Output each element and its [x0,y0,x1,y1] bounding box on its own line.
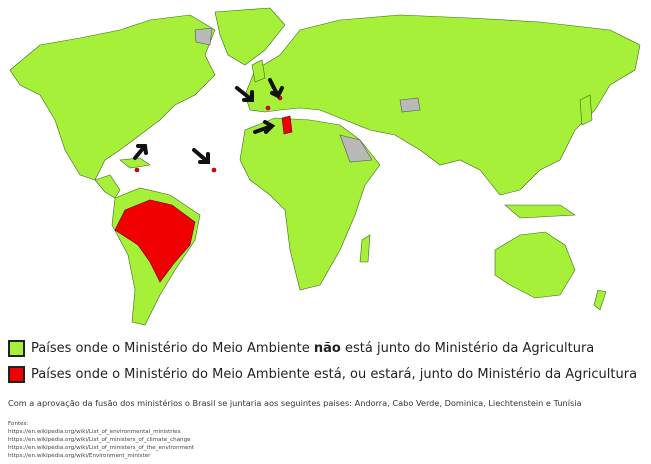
uk [251,59,266,83]
arrow-icon [235,86,254,102]
source-link: https://en.wikipedia.org/wiki/Environmen… [8,453,151,459]
japan [579,94,593,126]
source-link: https://en.wikipedia.org/wiki/List_of_mi… [8,445,195,451]
legend-swatch-red [8,366,25,383]
tunisia [281,115,293,135]
legend-swatch-green [8,340,25,357]
brasil [114,199,196,283]
indonesia [504,204,576,219]
no-data-region [399,97,421,113]
legend-item-joined: Países onde o Ministério do Meio Ambient… [8,366,637,383]
no-data-region [194,27,213,46]
africa [239,117,381,291]
dominica [134,167,140,173]
arrow-icon [253,120,276,134]
eurasia [244,14,641,196]
north-america [9,14,216,181]
arrow-icon [133,144,148,160]
central-america [94,174,121,199]
arrow-icon [268,78,284,99]
note-text: Com a aprovação da fusão dos ministérios… [8,398,582,408]
arrow-icon [192,148,210,164]
source-link: https://en.wikipedia.org/wiki/List_of_en… [8,429,181,435]
source-link: https://en.wikipedia.org/wiki/List_of_mi… [8,437,191,443]
legend-text: Países onde o Ministério do Meio Ambient… [31,341,595,356]
andorra [265,105,271,111]
sources-title: Fontes: [8,421,29,427]
cabo-verde [211,167,217,173]
legend-text: Países onde o Ministério do Meio Ambient… [31,367,638,382]
sources: Fontes: https://en.wikipedia.org/wiki/Li… [8,420,194,460]
australia [494,231,576,299]
legend-item-not-joined: Países onde o Ministério do Meio Ambient… [8,340,594,357]
greenland [214,7,286,66]
madagascar [359,234,371,263]
world-map [9,7,641,326]
no-data-region [339,134,373,163]
new-zealand [593,289,607,311]
